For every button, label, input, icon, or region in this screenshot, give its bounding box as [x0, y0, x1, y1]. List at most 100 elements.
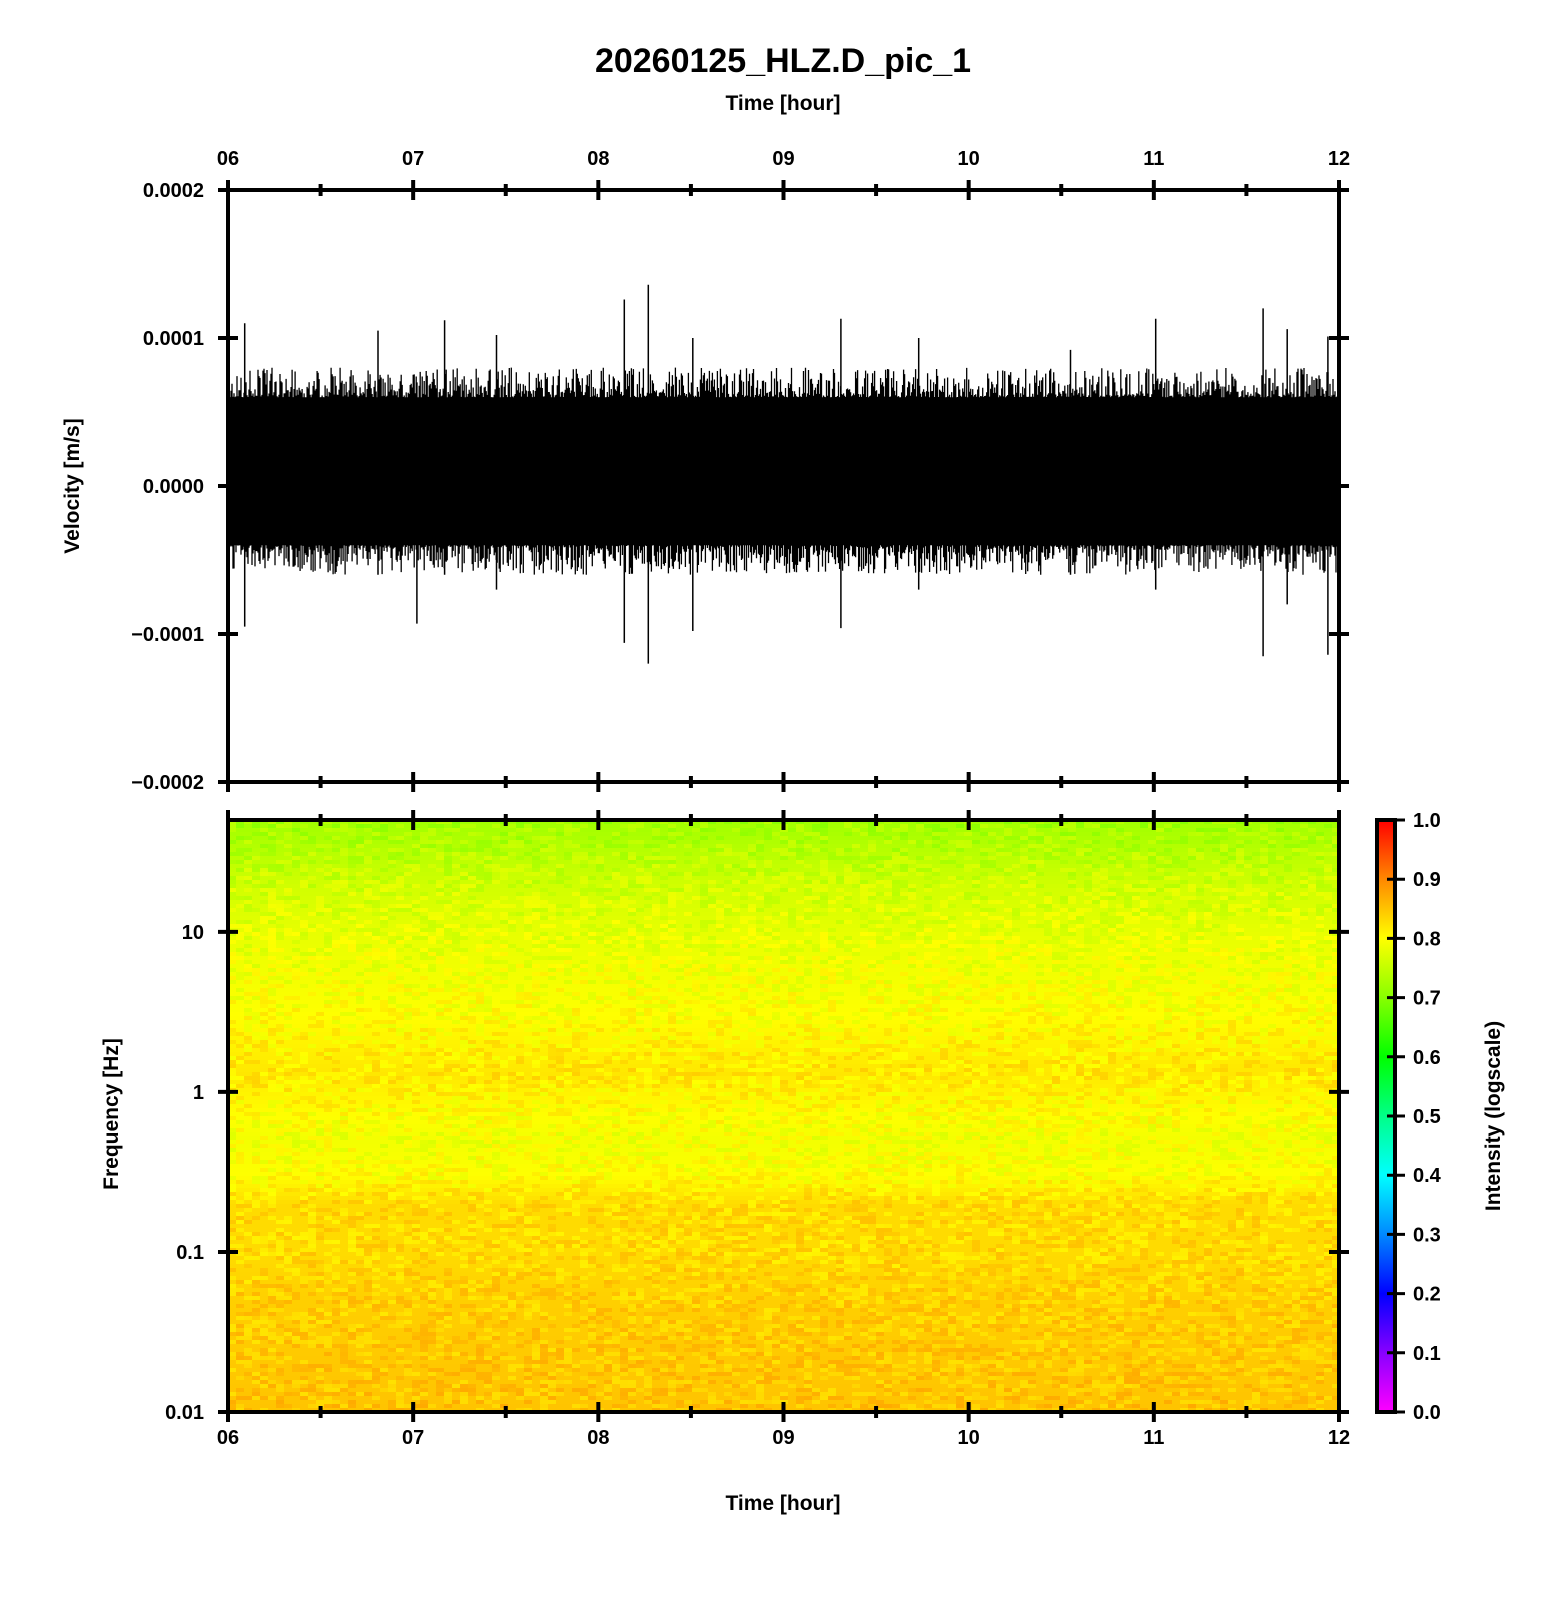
spectrogram-cell — [1204, 912, 1212, 917]
spectrogram-cell — [900, 884, 908, 889]
spectrogram-cell — [1188, 1080, 1196, 1085]
spectrogram-cell — [276, 1048, 284, 1053]
spectrogram-cell — [388, 952, 396, 957]
spectrogram-cell — [324, 936, 332, 941]
spectrogram-cell — [1204, 1108, 1212, 1113]
spectrogram-cell — [404, 872, 412, 877]
spectrogram-cell — [924, 856, 932, 861]
spectrogram-cell — [668, 924, 676, 929]
spectrogram-cell — [964, 856, 972, 861]
spectrogram-cell — [340, 936, 348, 941]
spectrogram-cell — [268, 968, 276, 973]
spectrogram-cell — [332, 860, 340, 865]
spectrogram-cell — [740, 828, 748, 833]
spectrogram-cell — [772, 1000, 780, 1005]
spectrogram-cell — [460, 1096, 468, 1101]
spectrogram-cell — [1220, 1068, 1228, 1073]
spectrogram-cell — [1036, 924, 1044, 929]
spectrogram-cell — [876, 920, 884, 925]
spectrogram-cell — [588, 992, 596, 997]
spectrogram-cell — [1084, 972, 1092, 977]
spectrogram-cell — [532, 1088, 540, 1093]
spectrogram-cell — [444, 1116, 452, 1121]
spectrogram-cell — [588, 888, 596, 893]
spectrogram-cell — [484, 844, 492, 849]
spectrogram-cell — [716, 868, 724, 873]
spectrogram-cell — [508, 1116, 516, 1121]
spectrogram-cell — [532, 1108, 540, 1113]
spectrogram-cell — [1068, 984, 1076, 989]
spectrogram-cell — [1172, 856, 1180, 861]
spectrogram-cell — [1164, 900, 1172, 905]
spectrogram-cell — [404, 864, 412, 869]
spectrogram-cell — [740, 920, 748, 925]
spectrogram-cell — [1300, 1112, 1308, 1117]
spectrogram-cell — [508, 1104, 516, 1109]
spectrogram-cell — [1236, 1052, 1244, 1057]
spectrogram-cell — [628, 1056, 636, 1061]
spectrogram-cell — [620, 968, 628, 973]
spectrogram-cell — [500, 1092, 508, 1097]
spectrogram-cell — [348, 876, 356, 881]
spectrogram-cell — [708, 1056, 716, 1061]
spectrogram-cell — [1068, 1064, 1076, 1069]
spectrogram-cell — [244, 960, 252, 965]
spectrogram-cell — [980, 1112, 988, 1117]
spectrogram-cell — [244, 888, 252, 893]
spectrogram-cell — [732, 1032, 740, 1037]
spectrogram-cell — [436, 948, 444, 953]
spectrogram-cell — [1084, 1032, 1092, 1037]
spectrogram-cell — [1044, 1004, 1052, 1009]
spectrogram-cell — [420, 916, 428, 921]
spectrogram-cell — [868, 848, 876, 853]
spectrogram-cell — [1132, 1080, 1140, 1085]
spectrogram-cell — [252, 1092, 260, 1097]
spectrogram-cell — [1124, 904, 1132, 909]
spectrogram-cell — [924, 996, 932, 1001]
spectrogram-cell — [300, 1116, 308, 1121]
spectrogram-cell — [700, 872, 708, 877]
spectrogram-cell — [932, 984, 940, 989]
spectrogram-cell — [1044, 912, 1052, 917]
spectrogram-cell — [924, 1080, 932, 1085]
spectrogram-cell — [876, 908, 884, 913]
seismogram-y-tick-label: −0.0001 — [131, 624, 204, 646]
spectrogram-cell — [1196, 1048, 1204, 1053]
spectrogram-cell — [972, 1024, 980, 1029]
spectrogram-cell — [804, 884, 812, 889]
spectrogram-cell — [252, 908, 260, 913]
spectrogram-cell — [276, 1028, 284, 1033]
spectrogram-cell — [324, 1100, 332, 1105]
spectrogram-cell — [884, 1016, 892, 1021]
spectrogram-cell — [628, 884, 636, 889]
spectrogram-cell — [1276, 924, 1284, 929]
spectrogram-cell — [1092, 1056, 1100, 1061]
spectrogram-cell — [1172, 864, 1180, 869]
spectrogram-cell — [764, 892, 772, 897]
spectrogram-cell — [820, 912, 828, 917]
spectrogram-cell — [572, 1020, 580, 1025]
spectrogram-cell — [484, 968, 492, 973]
spectrogram-cell — [284, 852, 292, 857]
spectrogram-cell — [660, 916, 668, 921]
spectrogram-row — [228, 968, 1339, 973]
spectrogram-cell — [844, 880, 852, 885]
spectrogram-cell — [1292, 1100, 1300, 1105]
spectrogram-cell — [1052, 992, 1060, 997]
spectrogram-cell — [1124, 1016, 1132, 1021]
spectrogram-cell — [764, 972, 772, 977]
spectrogram-cell — [244, 1112, 252, 1117]
top-x-tick-label: 08 — [587, 148, 609, 170]
spectrogram-cell — [1324, 956, 1332, 961]
spectrogram-cell — [1172, 924, 1180, 929]
spectrogram-cell — [1220, 868, 1228, 873]
spectrogram-cell — [1116, 844, 1124, 849]
spectrogram-cell — [444, 892, 452, 897]
spectrogram-cell — [660, 900, 668, 905]
spectrogram-cell — [268, 868, 276, 873]
spectrogram-cell — [252, 884, 260, 889]
spectrogram-cell — [244, 836, 252, 841]
spectrogram-cell — [364, 1008, 372, 1013]
spectrogram-cell — [932, 980, 940, 985]
spectrogram-cell — [420, 1116, 428, 1121]
